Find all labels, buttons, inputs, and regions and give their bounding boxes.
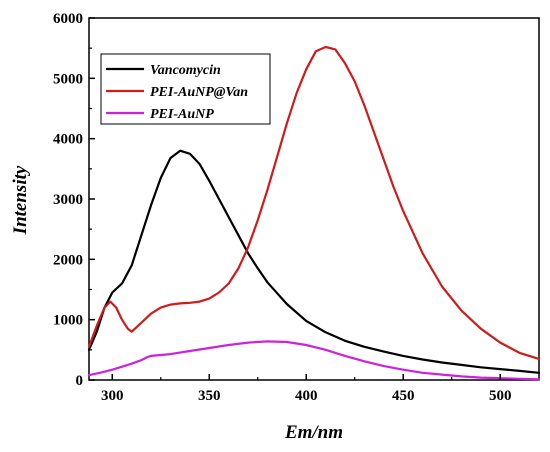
y-tick-label-4: 4000 (53, 132, 83, 148)
legend-label-2: PEI-AuNP (150, 107, 214, 122)
y-tick-label-1: 1000 (53, 313, 83, 329)
series-line-0 (87, 149, 541, 374)
y-tick-label-6: 6000 (53, 11, 83, 27)
series-layer (87, 45, 541, 381)
series-line-2 (87, 340, 541, 381)
x-tick-label-3: 450 (392, 388, 415, 404)
legend-label-1: PEI-AuNP@Van (150, 85, 248, 100)
y-axis-title: Intensity (10, 165, 31, 235)
x-tick-label-0: 300 (101, 388, 124, 404)
x-tick-label-1: 350 (198, 388, 221, 404)
x-axis-ticks: 300 350 400 450 500 (101, 374, 511, 404)
x-tick-label-2: 400 (295, 388, 318, 404)
legend-label-0: Vancomycin (150, 63, 221, 78)
y-tick-label-0: 0 (76, 373, 84, 389)
x-tick-label-4: 500 (489, 388, 512, 404)
legend: Vancomycin PEI-AuNP@Van PEI-AuNP (100, 53, 271, 125)
x-axis-title: Em/nm (284, 422, 343, 443)
y-tick-label-2: 2000 (53, 252, 83, 268)
y-axis-ticks: 0 1000 2000 3000 4000 5000 6000 (53, 11, 95, 389)
y-tick-label-3: 3000 (53, 192, 83, 208)
y-tick-label-5: 5000 (53, 71, 83, 87)
series-line-1 (87, 45, 541, 360)
